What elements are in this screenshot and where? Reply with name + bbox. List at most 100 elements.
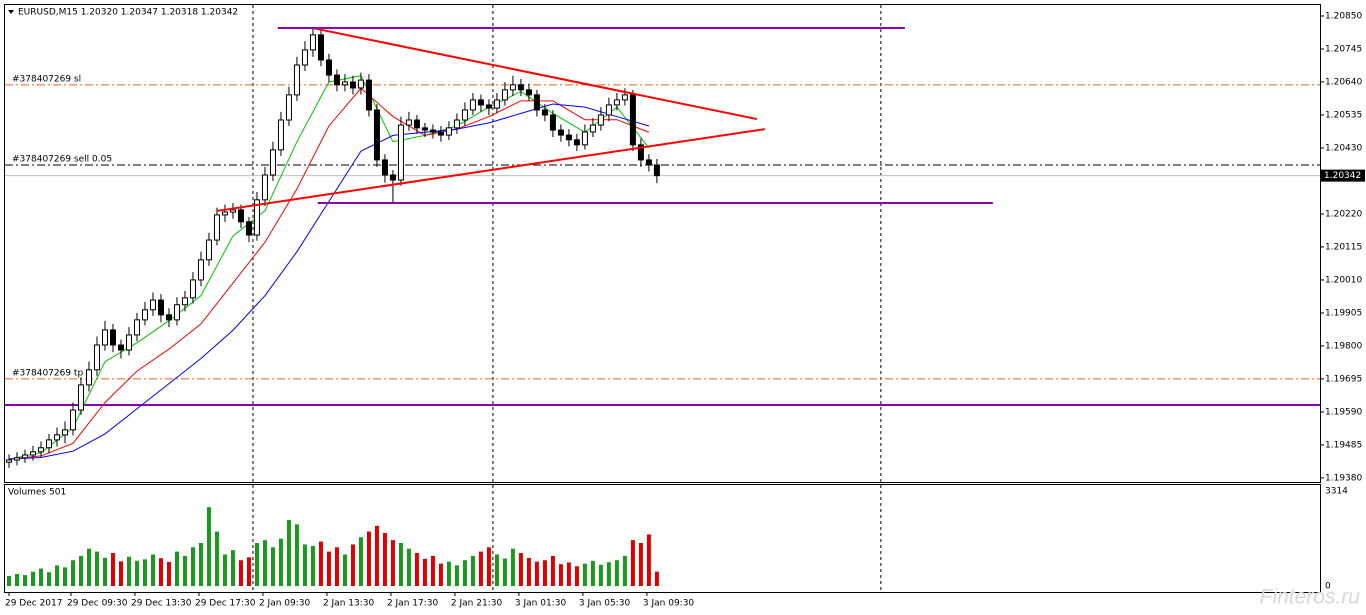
moving-average: [8, 87, 650, 460]
candle-body: [517, 84, 524, 91]
volume-bar: [630, 540, 635, 586]
volume-bar: [614, 560, 619, 586]
candle-body: [309, 34, 316, 51]
drawn-line: [311, 26, 758, 121]
y-tick-label: 1.20745: [1325, 44, 1362, 54]
volume-bar: [446, 561, 451, 586]
x-tick-label: 2 Jan 09:30: [259, 599, 311, 609]
candle-body: [293, 64, 300, 96]
volume-bar: [214, 531, 219, 586]
candle-body: [117, 344, 124, 351]
volume-bar: [526, 557, 531, 586]
candle-body: [469, 99, 476, 111]
candle-body: [653, 164, 660, 177]
x-tick-label: 29 Dec 13:30: [131, 599, 192, 609]
candle-body: [325, 59, 332, 76]
volume-bar: [478, 551, 483, 586]
volume-bar: [582, 563, 587, 586]
y-tick-label: 1.20010: [1325, 275, 1362, 285]
volume-bar: [430, 555, 435, 586]
candle-body: [181, 297, 188, 306]
candle-body: [317, 34, 324, 61]
watermark: Finteros.ru: [1260, 586, 1361, 609]
volume-bar: [302, 544, 307, 586]
volume-bar: [518, 553, 523, 586]
volume-bar: [270, 547, 275, 586]
x-tick-label: 2 Jan 21:30: [451, 599, 503, 609]
candle-body: [629, 94, 636, 146]
candle-body: [645, 159, 652, 166]
candle-body: [381, 159, 388, 176]
volume-bar: [190, 547, 195, 586]
volume-bar: [38, 568, 43, 586]
volume-bar: [158, 558, 163, 586]
volume-bar: [294, 524, 299, 586]
candle-body: [197, 259, 204, 281]
candle-body: [373, 109, 380, 161]
volume-bar: [646, 534, 651, 586]
candle-body: [493, 99, 500, 109]
volume-bar: [166, 561, 171, 586]
candle-body: [621, 94, 628, 101]
candle-body: [501, 89, 508, 101]
volume-bar: [550, 555, 555, 586]
candle-body: [461, 109, 468, 121]
y-tick-label: 1.19380: [1325, 473, 1362, 483]
level-label: #378407269 tp: [12, 368, 83, 378]
candle-body: [165, 314, 172, 321]
y-tick-label: 1.20850: [1325, 11, 1362, 21]
volume-bar: [622, 555, 627, 586]
menu-arrow[interactable]: [8, 10, 14, 14]
volume-bar: [6, 575, 11, 586]
candle-body: [437, 131, 444, 136]
candle-body: [445, 127, 452, 136]
volume-bar: [14, 573, 19, 586]
candle-body: [253, 199, 260, 236]
candle-body: [109, 329, 116, 346]
candle-body: [269, 149, 276, 176]
candle-body: [77, 384, 84, 411]
x-tick-label: 3 Jan 09:30: [643, 599, 695, 609]
plot: 1.20850 1.20745 1.20640 1.20535 1.20430 1.202…: [5, 5, 1365, 609]
volume-bar: [334, 547, 339, 586]
candle-body: [477, 99, 484, 106]
volume-bar: [102, 557, 107, 586]
volume-bar: [566, 562, 571, 586]
moving-average: [8, 75, 650, 460]
candle-body: [333, 74, 340, 86]
volume-bar: [126, 556, 131, 586]
candle-body: [525, 89, 532, 96]
volume-bar: [438, 563, 443, 586]
volume-tick-label: 0: [1325, 582, 1331, 592]
volume-bar: [342, 554, 347, 586]
candle-body: [357, 79, 364, 89]
volume-bar: [206, 507, 211, 586]
candle-body: [173, 304, 180, 321]
volume-bar: [606, 562, 611, 586]
volume-pane: [4, 484, 1321, 593]
candle-body: [557, 129, 564, 136]
candle-body: [93, 344, 100, 371]
volume-bar: [510, 548, 515, 586]
candle-body: [85, 369, 92, 386]
candle-body: [405, 119, 412, 126]
y-tick-label: 1.20535: [1325, 110, 1362, 120]
volume-bar: [254, 543, 259, 586]
candle-body: [69, 409, 76, 431]
x-tick-label: 29 Dec 09:30: [67, 599, 128, 609]
candle-body: [429, 129, 436, 133]
volume-bar: [558, 564, 563, 586]
y-tick-label: 1.20430: [1325, 143, 1362, 153]
volume-bar: [374, 525, 379, 586]
volume-bar: [574, 566, 579, 586]
volume-bar: [174, 551, 179, 586]
y-tick-label: 1.19905: [1325, 308, 1362, 318]
volume-tick-label: 3314: [1325, 487, 1348, 497]
volume-bar: [118, 561, 123, 586]
volume-bar: [86, 548, 91, 586]
candle-body: [261, 174, 268, 201]
candle-body: [221, 211, 228, 216]
volume-bar: [494, 554, 499, 586]
volume-bar: [398, 543, 403, 586]
